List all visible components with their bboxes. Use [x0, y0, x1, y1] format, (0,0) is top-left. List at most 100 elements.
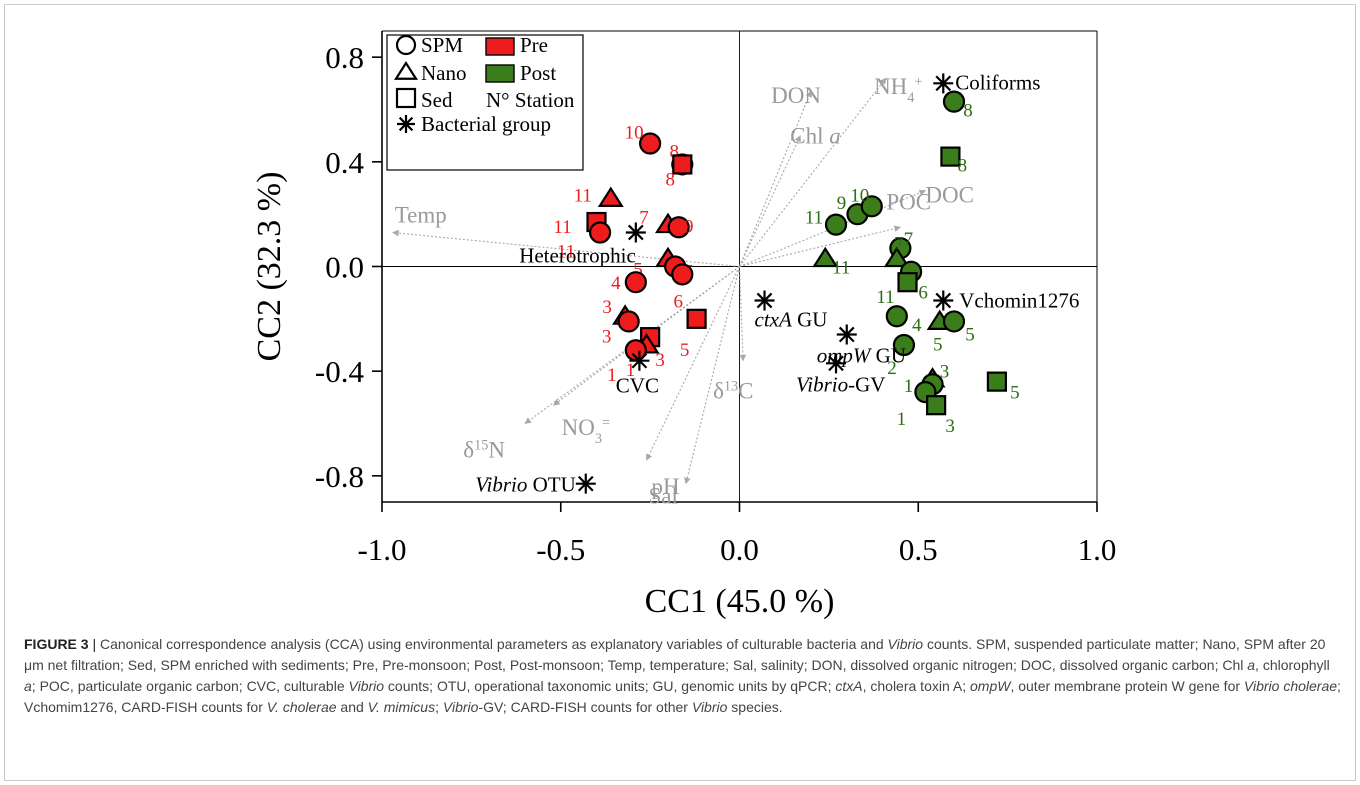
caption-text: and [336, 699, 368, 715]
post-square-point [986, 371, 1008, 392]
station-label: 11 [574, 185, 592, 206]
bacterial-group-label: Vibrio-GV [796, 372, 885, 396]
caption-text: , chlorophyll [1255, 657, 1330, 673]
y-tick-label: 0.8 [325, 40, 364, 75]
pre-circle-point [624, 271, 647, 294]
caption-italic: Vibrio [887, 636, 924, 652]
post-circle-point [942, 310, 966, 333]
post-circle-point [892, 333, 916, 357]
post-square-point [897, 272, 918, 293]
bacterial-group-marker [575, 473, 596, 494]
station-label: 4 [912, 315, 922, 336]
pre-circle-point [667, 216, 690, 239]
x-tick-label: 1.0 [1078, 532, 1117, 567]
post-triangle-point [812, 246, 839, 268]
caption-text: , outer membrane protein W gene for [1010, 678, 1244, 694]
caption-text: , cholera toxin A; [862, 678, 970, 694]
legend-label: Nano [421, 61, 467, 85]
station-label: 7 [904, 229, 914, 250]
vector-label: pH [652, 474, 680, 499]
station-label: 3 [655, 350, 665, 371]
station-label: 6 [918, 283, 928, 304]
caption-figure-label: FIGURE 3 [24, 636, 89, 652]
station-label: 6 [674, 291, 684, 312]
legend-label: N° Station [486, 88, 575, 112]
caption-text: counts. SPM, suspended particulate matte… [24, 636, 1326, 673]
post-circle-point [824, 213, 848, 236]
vector-arrow [739, 135, 801, 267]
vector-label: Sal [648, 484, 677, 509]
legend-swatch-post [485, 64, 515, 83]
vector-label: δ13C [713, 379, 753, 404]
station-label: 1 [626, 360, 636, 381]
station-label: 9 [837, 193, 847, 214]
caption-italic: V. mimicus [367, 699, 436, 715]
vector-arrow [739, 225, 902, 268]
caption-italic: Vibrio [691, 699, 728, 715]
station-label: 5 [933, 334, 943, 355]
bacterial-group-marker [933, 290, 954, 311]
legend-label: Pre [520, 33, 548, 57]
caption-text: ; Vchomim1276, CARD-FISH counts for [24, 678, 1341, 715]
legend-box [386, 34, 584, 171]
y-tick-label: 0.4 [325, 145, 364, 180]
station-label: 11 [553, 217, 571, 238]
legend-swatch-pre [485, 37, 515, 56]
station-label: 3 [940, 361, 950, 382]
post-triangle-point [883, 246, 910, 268]
pre-square-point [672, 154, 693, 175]
vector-label: δ15N [463, 438, 505, 463]
y-tick-label: 0.0 [325, 250, 364, 285]
post-circle-point [860, 195, 883, 218]
station-label: 7 [894, 234, 904, 255]
vector-label: NO3= [562, 415, 610, 447]
caption-italic: ompW [970, 678, 1011, 694]
legend-label: Sed [421, 88, 453, 112]
station-label: 8 [958, 156, 968, 177]
legend-symbol-triangle [393, 60, 419, 80]
station-label: 11 [832, 258, 850, 279]
bacterial-group-label: ctxA GU [755, 308, 828, 332]
station-label: 11 [876, 287, 894, 308]
pre-circle-point [639, 132, 662, 155]
station-label: 11 [805, 208, 823, 229]
bacterial-group-marker [754, 290, 775, 311]
legend-symbol-circle [395, 34, 417, 56]
bacterial-group-marker [836, 324, 857, 345]
x-tick-label: -0.5 [536, 532, 585, 567]
caption-italic: a [1247, 657, 1256, 673]
station-label: 5 [680, 340, 690, 361]
station-label: 5 [1010, 383, 1020, 404]
station-label: 2 [887, 358, 897, 379]
x-tick-label: -1.0 [357, 532, 406, 567]
station-label: 10 [850, 185, 869, 206]
x-tick-label: 0.0 [720, 532, 759, 567]
figure-caption: FIGURE 3 | Canonical correspondence anal… [24, 634, 1344, 718]
caption-text: ; POC, particulate organic carbon; CVC, … [31, 678, 349, 694]
bacterial-group-label: Heterotrophic [519, 243, 636, 267]
x-axis-title: CC1 (45.0 %) [645, 583, 835, 620]
bacterial-group-label: CVC [616, 374, 659, 398]
station-label: 9 [684, 216, 694, 237]
station-label: 5 [965, 324, 975, 345]
post-square-point [926, 395, 947, 416]
vector-arrow [738, 90, 812, 267]
caption-italic: a [24, 678, 32, 694]
vector-label: DON [771, 83, 821, 108]
vector-label: Temp [395, 202, 447, 227]
caption-text: counts; OTU, operational taxonomic units… [384, 678, 836, 694]
vector-label: DOC [925, 183, 974, 208]
post-square-point [940, 146, 961, 167]
pre-triangle-point [597, 186, 624, 207]
bacterial-group-label: Vibrio OTU [475, 473, 576, 497]
bacterial-group-marker [933, 73, 954, 94]
x-tick-label: 0.5 [899, 532, 938, 567]
caption-text: Canonical correspondence analysis (CCA) … [100, 636, 888, 652]
station-label: 1 [897, 409, 907, 430]
bacterial-group-marker [629, 350, 650, 371]
station-label: 3 [602, 297, 612, 318]
caption-italic: Vibrio [442, 699, 479, 715]
station-label: 8 [963, 101, 973, 122]
cca-biplot: -1.0 -0.5 0.0 0.5 1.0 -0.8 -0.4 0.0 0.4 0.8 CC1 (4… [251, 30, 1117, 620]
legend-symbol-square [395, 87, 417, 109]
